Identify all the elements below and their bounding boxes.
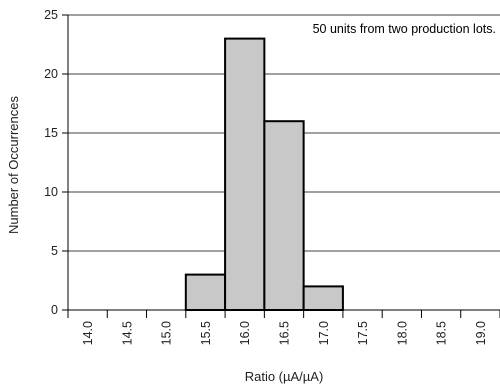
x-tick-label: 15.0 [160,321,174,345]
histogram-bar [224,37,266,311]
y-axis-title: Number of Occurrences [6,96,21,234]
x-tick-label: 19.0 [474,321,488,345]
x-axis-title: Ratio (µA/µA) [245,369,324,384]
x-tick-label: 18.0 [395,321,409,345]
y-tick-label: 10 [44,185,58,199]
y-tick-labels: 0 5 10 15 20 25 [44,8,58,317]
axes [62,14,500,318]
x-tick-label: 18.5 [435,321,449,345]
chart-annotation: 50 units from two production lots. [313,22,496,36]
x-tick-label: 14.5 [120,321,134,345]
x-tick-label: 16.0 [238,321,252,345]
y-tick-label: 0 [51,303,58,317]
x-tick-label: 17.5 [356,321,370,345]
histogram-bars [184,37,344,312]
x-tick-label: 15.5 [199,321,213,345]
y-tick-label: 15 [44,126,58,140]
x-tick-labels: 14.0 14.5 15.0 15.5 16.0 16.5 17.0 17.5 18.0 18.5… [81,321,488,345]
x-tick-label: 16.5 [278,321,292,345]
histogram-bar [302,285,344,311]
y-tick-label: 5 [51,244,58,258]
histogram-bar [263,120,305,311]
histogram-bar [184,273,227,312]
x-tick-label: 14.0 [81,321,95,345]
y-tick-label: 20 [44,67,58,81]
y-tick-label: 25 [44,8,58,22]
x-tick-label: 17.0 [317,321,331,345]
